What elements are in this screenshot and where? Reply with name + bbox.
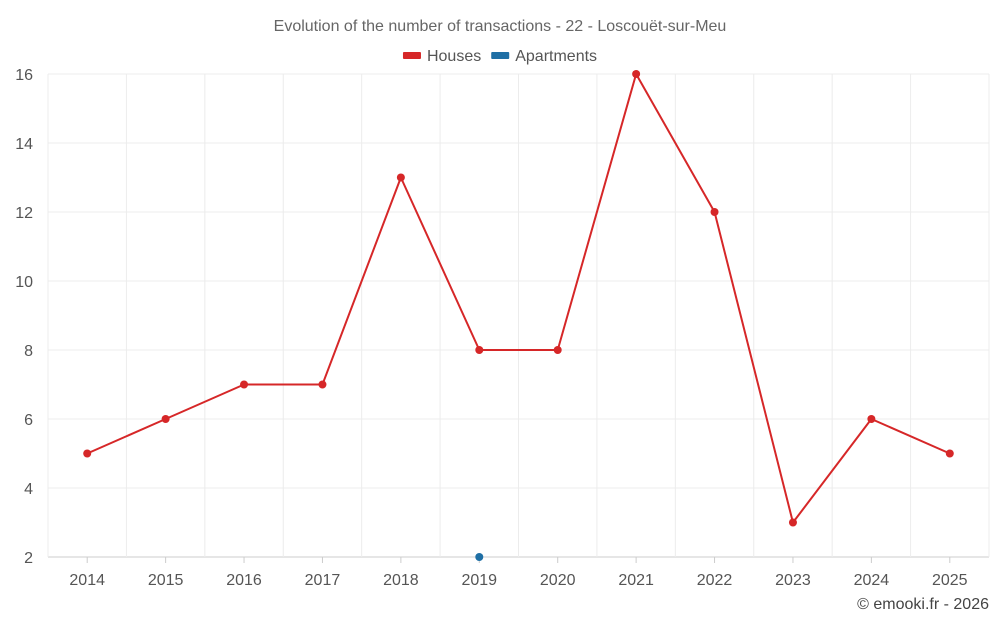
x-tick-label: 2024 — [854, 572, 890, 589]
x-tick-label: 2015 — [148, 572, 184, 589]
houses-data-point — [945, 449, 954, 458]
y-tick-label: 8 — [24, 343, 33, 360]
y-tick-label: 6 — [24, 412, 33, 429]
gridlines — [47, 73, 990, 558]
y-tick-label: 2 — [24, 550, 33, 567]
x-tick-label: 2025 — [932, 572, 968, 589]
legend-label: Apartments — [515, 48, 597, 65]
y-tick-label: 4 — [24, 481, 33, 498]
y-tick-label: 10 — [15, 274, 33, 291]
houses-data-point — [632, 70, 641, 78]
credit-text: © emooki.fr - 2026 — [857, 596, 989, 613]
legend-item-houses: Houses — [402, 48, 481, 65]
houses-data-point — [867, 415, 876, 423]
x-tick-label: 2023 — [775, 572, 811, 589]
houses-data-point — [83, 449, 92, 458]
legend: Houses Apartments — [402, 48, 597, 65]
apartments-data-point — [475, 553, 484, 561]
legend-swatch-houses — [402, 52, 421, 59]
houses-data-point — [475, 346, 484, 354]
y-tick-label: 12 — [15, 205, 33, 222]
houses-data-point — [553, 346, 562, 354]
y-tick-label: 16 — [15, 67, 33, 84]
chart-title: Evolution of the number of transactions … — [274, 18, 727, 35]
houses-data-point — [161, 415, 170, 423]
houses-data-point — [788, 518, 797, 527]
x-tick-label: 2019 — [461, 572, 497, 589]
series-layer — [83, 70, 954, 561]
legend-swatch-apartments — [491, 52, 510, 59]
legend-label: Houses — [427, 48, 481, 65]
x-tick-label: 2018 — [383, 572, 419, 589]
x-tick-label: 2014 — [69, 572, 105, 589]
houses-data-point — [710, 208, 719, 216]
axes: 2 4 6 8 10 12 14 16 2014 2015 2016 2017 2018 2019 2020… — [15, 67, 967, 589]
legend-item-apartments: Apartments — [491, 48, 597, 65]
houses-data-point — [396, 173, 405, 182]
x-tick-label: 2022 — [697, 572, 733, 589]
houses-data-point — [240, 380, 249, 389]
x-tick-label: 2020 — [540, 572, 576, 589]
x-tick-label: 2017 — [305, 572, 341, 589]
x-tick-label: 2016 — [226, 572, 262, 589]
x-tick-label: 2021 — [618, 572, 654, 589]
y-tick-label: 14 — [15, 136, 33, 153]
houses-data-point — [318, 380, 327, 389]
houses-series-line — [86, 73, 951, 524]
